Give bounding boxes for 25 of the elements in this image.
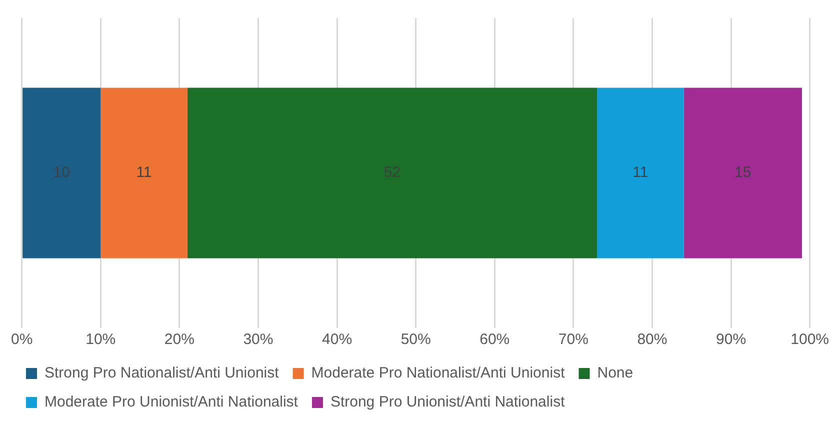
x-tick-label: 90% [716,331,746,348]
x-tick-label: 40% [322,331,352,348]
bar [684,88,802,258]
bar [22,88,101,258]
x-tick-label: 20% [164,331,194,348]
legend-label: Strong Pro Unionist/Anti Nationalist [330,394,566,411]
x-tick-label: 100% [790,331,830,348]
legend-label: None [597,364,634,382]
x-tick-label: 0% [10,331,33,348]
data-label: 11 [136,164,152,182]
bar [100,88,188,258]
legend-label: Moderate Pro Nationalist/Anti Unionist [311,364,566,382]
legend-label: Strong Pro Nationalist/Anti Unionist [44,364,280,382]
x-tick-label: 70% [558,331,588,348]
bar [187,88,598,258]
x-tick-label: 80% [637,331,668,348]
x-tick-label: 60% [480,331,510,348]
x-tick-label: 50% [400,331,431,348]
bar [597,88,684,258]
data-label: 15 [734,164,752,182]
legend-label: Moderate Pro Unionist/Anti Nationalist [44,394,299,411]
x-tick-label: 10% [86,331,116,348]
data-label: 11 [632,164,648,182]
data-label: 10 [53,164,70,182]
x-tick-label: 30% [243,331,274,348]
